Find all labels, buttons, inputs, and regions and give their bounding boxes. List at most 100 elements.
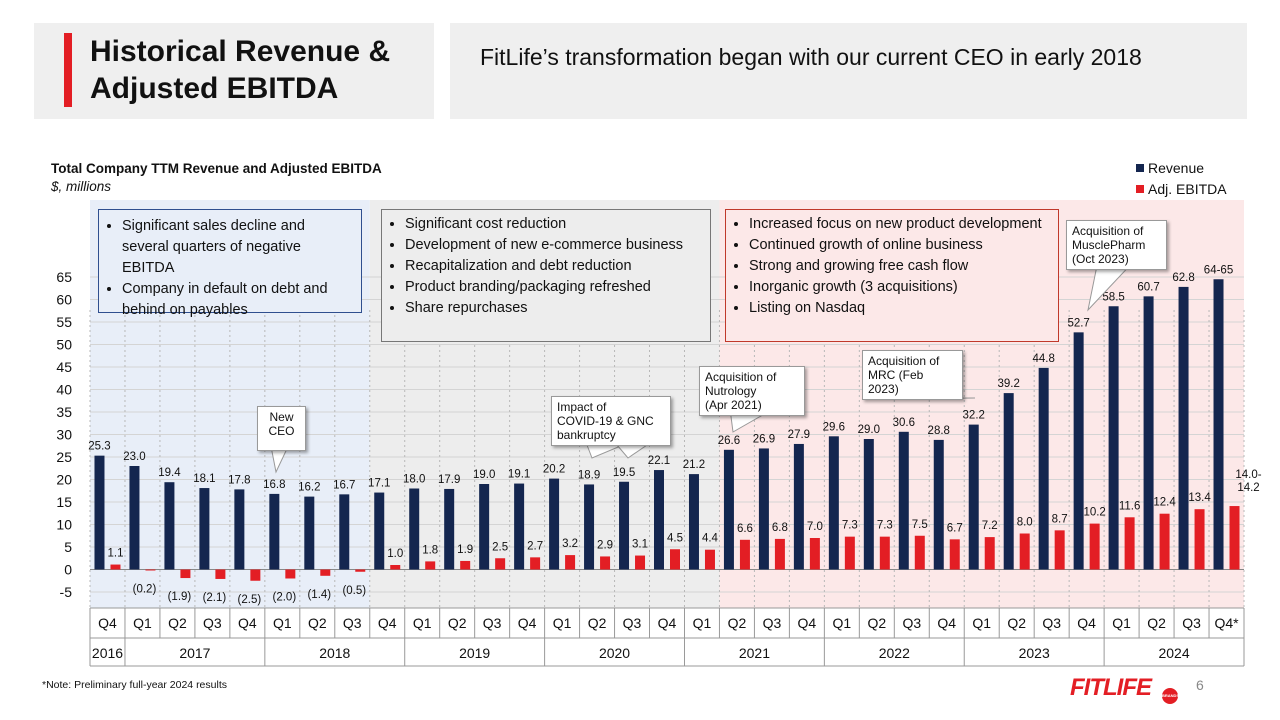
y-tick-label: 50 [56, 337, 72, 353]
annotation-callout: Acquisition of Nutrology (Apr 2021) [699, 366, 805, 416]
revenue-data-label: 26.6 [718, 435, 740, 447]
y-tick-label: 5 [64, 539, 72, 555]
ebitda-bar [774, 538, 785, 570]
y-tick-label: 20 [56, 472, 72, 488]
ebitda-data-label: 1.1 [107, 548, 123, 560]
x-tick-label: Q2 [448, 615, 467, 631]
y-tick-label: 65 [56, 269, 72, 285]
ebitda-data-label: 6.7 [947, 522, 963, 534]
ebitda-bar [320, 569, 331, 576]
x-tick-label: Q4 [518, 615, 537, 631]
ebitda-bar [879, 536, 890, 570]
ebitda-data-label: 3.2 [562, 538, 578, 550]
revenue-data-label: 19.4 [158, 467, 181, 479]
phase-box-item: Inorganic growth (3 acquisitions) [749, 277, 1050, 298]
legend-item-ebitda: Adj. EBITDA [1136, 178, 1227, 199]
revenue-bar [619, 481, 630, 570]
chart-legend: Revenue Adj. EBITDA [1136, 157, 1227, 199]
revenue-data-label: 17.1 [368, 478, 390, 490]
ebitda-bar [600, 556, 611, 570]
x-tick-label: Q3 [623, 615, 642, 631]
x-tick-label: Q2 [308, 615, 327, 631]
x-tick-label: Q4 [658, 615, 677, 631]
ebitda-data-label: (1.9) [168, 591, 192, 603]
revenue-bar [933, 439, 944, 570]
revenue-bar [514, 483, 525, 570]
ebitda-data-label: 10.2 [1083, 507, 1105, 519]
revenue-data-label: 25.3 [88, 441, 110, 453]
ebitda-data-label: 14.0-14.2 [1235, 469, 1261, 494]
y-tick-label: 10 [56, 517, 72, 533]
x-tick-label: Q2 [728, 615, 747, 631]
revenue-data-label: 20.2 [543, 464, 565, 476]
revenue-data-label: 18.1 [193, 473, 215, 485]
y-tick-label: 15 [56, 494, 72, 510]
x-tick-label: Q1 [413, 615, 432, 631]
revenue-bar [1108, 306, 1119, 570]
year-label: 2019 [459, 645, 490, 661]
chart-title: Total Company TTM Revenue and Adjusted E… [51, 161, 382, 176]
revenue-data-label: 19.5 [613, 467, 635, 479]
revenue-bar [1038, 367, 1049, 570]
legend-item-revenue: Revenue [1136, 157, 1227, 178]
phase-box-item: Recapitalization and debt reduction [405, 256, 702, 277]
ebitda-bar [670, 549, 680, 570]
revenue-data-label: 30.6 [893, 417, 915, 429]
revenue-bar [898, 431, 909, 570]
x-tick-label: Q4 [238, 615, 257, 631]
year-label: 2020 [599, 645, 630, 661]
revenue-data-label: 29.0 [858, 424, 880, 436]
ebitda-bar [565, 555, 576, 570]
revenue-data-label: 62.8 [1172, 272, 1194, 284]
page-number: 6 [1196, 677, 1204, 693]
ebitda-bar [250, 569, 261, 581]
x-tick-label: Q2 [588, 615, 607, 631]
x-tick-label: Q3 [343, 615, 362, 631]
ebitda-data-label: (2.0) [273, 592, 297, 604]
ebitda-bar [495, 558, 506, 570]
revenue-data-label: 60.7 [1137, 281, 1159, 293]
year-label: 2018 [319, 645, 350, 661]
annotation-callout: Acquisition of MRC (Feb 2023) [862, 350, 963, 400]
y-tick-label: 35 [56, 404, 72, 420]
year-label: 2024 [1158, 645, 1189, 661]
y-tick-label: 0 [64, 562, 72, 578]
y-tick-label: 45 [56, 359, 72, 375]
phase-box-item: Significant sales decline and several qu… [122, 216, 353, 279]
revenue-bar [654, 470, 664, 570]
revenue-bar [968, 424, 979, 570]
x-tick-label: Q2 [1147, 615, 1166, 631]
y-tick-label: -5 [60, 584, 73, 600]
ebitda-bar [530, 557, 541, 570]
revenue-data-label: 21.2 [683, 459, 705, 471]
revenue-bar [199, 488, 210, 570]
revenue-bar [374, 492, 385, 570]
ebitda-bar [460, 560, 471, 570]
x-tick-label: Q2 [168, 615, 187, 631]
revenue-bar [828, 436, 839, 570]
ebitda-data-label: 2.7 [527, 540, 543, 552]
ebitda-data-label: 2.9 [597, 539, 613, 551]
revenue-bar [584, 484, 595, 570]
ebitda-bar [1019, 533, 1030, 570]
revenue-bar [549, 478, 560, 570]
phase-box-item: Share repurchases [405, 298, 702, 319]
ebitda-bar [984, 537, 995, 570]
title-accent-bar [64, 33, 72, 107]
revenue-data-label: 16.8 [263, 479, 285, 491]
x-tick-label: Q1 [833, 615, 852, 631]
year-label: 2017 [179, 645, 210, 661]
y-tick-label: 40 [56, 382, 72, 398]
y-tick-label: 55 [56, 314, 72, 330]
fitlife-logo: FITLIFE [1070, 674, 1152, 701]
revenue-data-label: 18.0 [403, 474, 425, 486]
ebitda-data-label: 8.7 [1052, 513, 1068, 525]
x-tick-label: Q1 [693, 615, 712, 631]
ebitda-bar [1124, 517, 1135, 570]
legend-swatch-revenue [1136, 163, 1144, 172]
phase-box-growth: Increased focus on new product developme… [725, 209, 1059, 342]
ebitda-bar [1229, 506, 1240, 570]
ebitda-data-label: 6.8 [772, 522, 788, 534]
ebitda-data-label: 11.6 [1119, 500, 1141, 512]
